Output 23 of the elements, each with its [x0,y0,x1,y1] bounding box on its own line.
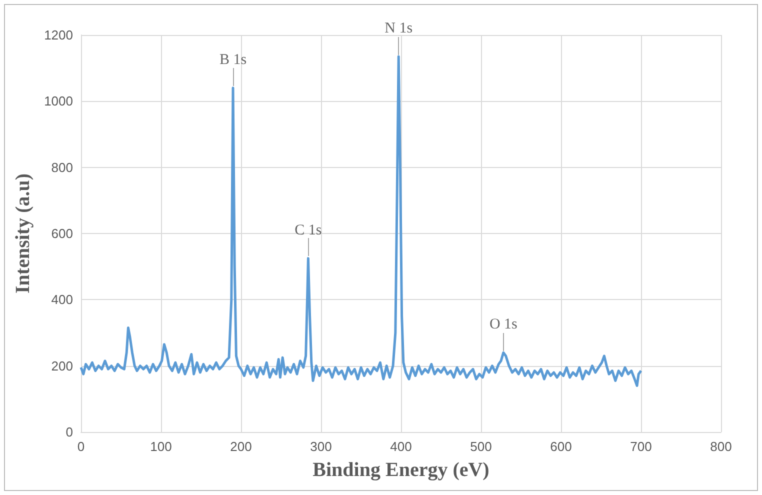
x-tick-label: 100 [150,439,172,454]
x-tick-label: 600 [550,439,572,454]
y-tick-label: 800 [51,160,73,175]
line-series [80,55,642,387]
x-tick-label: 0 [77,439,85,454]
annotation: N 1s [384,20,413,37]
y-tick-label: 600 [51,226,73,241]
y-tick-label: 0 [66,424,73,440]
y-tick-label: 1000 [44,94,73,109]
annotation: B 1s [219,52,247,68]
y-tick-label: 1200 [44,28,73,42]
annotation: O 1s [489,316,518,333]
x-tick-label: 200 [230,439,252,454]
x-tick-label: 800 [710,439,732,454]
x-tick-label: 500 [470,439,492,454]
y-tick-label: 400 [51,292,73,308]
y-axis-title: Intensity (a.u) [12,173,34,294]
annotation: C 1s [294,222,322,238]
x-tick-label: 300 [310,439,332,454]
x-tick-label: 400 [390,439,412,454]
x-tick-label: 700 [630,439,652,454]
x-axis-title: Binding Energy (eV) [312,459,490,481]
y-tick-label: 200 [51,358,73,374]
